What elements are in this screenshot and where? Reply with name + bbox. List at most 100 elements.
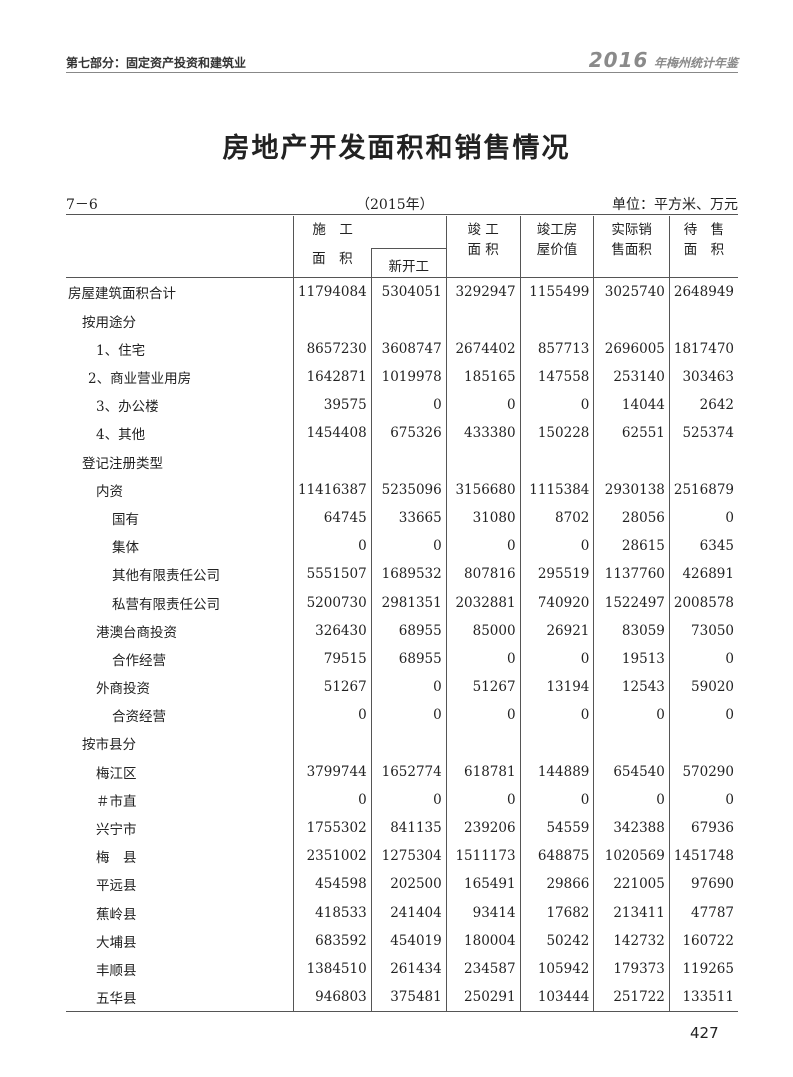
row-label: 按用途分 (82, 314, 136, 331)
table-row: 丰顺县 1384510 261434 234587 105942 179373 119265 (66, 954, 738, 984)
cell-value: 250291 (445, 983, 521, 1013)
cell-value: 0 (519, 701, 594, 730)
cell-value: 841135 (370, 813, 447, 843)
cell-value: 179373 (593, 954, 670, 984)
cell-value: 418533 (292, 898, 372, 927)
cell-value: 5304051 (370, 277, 447, 307)
row-label: 1、住宅 (96, 342, 146, 359)
table-row: 港澳台商投资 326430 68955 85000 26921 83059 73050 (66, 616, 738, 645)
cell-value: 2674402 (445, 334, 521, 363)
cell-value: 0 (668, 785, 738, 814)
cell-value: 6345 (668, 532, 738, 561)
row-label: 国有 (112, 511, 139, 528)
cell-value: 0 (445, 391, 521, 420)
cell-value: 0 (370, 701, 447, 730)
cell-value: 8702 (519, 503, 594, 533)
cell-value: 0 (370, 673, 447, 702)
row-label: 4、其他 (96, 427, 146, 444)
cell-value: 1689532 (370, 560, 447, 589)
cell-value (519, 447, 594, 476)
cell-value: 85000 (445, 616, 521, 645)
cell-value: 0 (519, 532, 594, 561)
cell-value (370, 306, 447, 335)
cell-value: 1652774 (370, 757, 447, 786)
col-header-construction-line2: 面 积 (292, 248, 372, 279)
col-header-completed-value: 竣工房 屋价值 (519, 216, 594, 279)
cell-value (292, 306, 372, 335)
cell-value: 295519 (519, 560, 594, 589)
cell-value: 5200730 (292, 588, 372, 617)
cell-value: 150228 (519, 419, 594, 448)
cell-value: 29866 (519, 870, 594, 899)
table-year: （2015年） (356, 197, 434, 213)
cell-value (668, 729, 738, 758)
table-row: 平远县 454598 202500 165491 29866 221005 97690 (66, 870, 738, 899)
cell-value: 2930138 (593, 475, 670, 504)
cell-value: 79515 (292, 644, 372, 673)
row-label: 合作经营 (112, 652, 166, 669)
cell-value: 303463 (668, 362, 738, 392)
cell-value: 3608747 (370, 334, 447, 363)
cell-value: 654540 (593, 757, 670, 786)
cell-value: 1384510 (292, 954, 372, 984)
cell-value: 675326 (370, 419, 447, 448)
cell-value: 1137760 (593, 560, 670, 589)
cell-value: 1019978 (370, 362, 447, 392)
cell-value: 3292947 (445, 277, 521, 307)
row-label: 兴宁市 (96, 822, 137, 839)
cell-value: 50242 (519, 926, 594, 955)
table-row: 国有 64745 33665 31080 8702 28056 0 (66, 503, 738, 533)
cell-value: 426891 (668, 560, 738, 589)
cell-value (370, 729, 447, 758)
cell-value: 213411 (593, 898, 670, 927)
cell-value: 1020569 (593, 842, 670, 871)
cell-value: 64745 (292, 503, 372, 533)
cell-value: 2032881 (445, 588, 521, 617)
table-row: 集体 0 0 0 0 28615 6345 (66, 532, 738, 561)
cell-value: 807816 (445, 560, 521, 589)
cell-value: 234587 (445, 954, 521, 984)
row-label: 梅江区 (96, 765, 137, 782)
table-row: 3、办公楼 39575 0 0 0 14044 2642 (66, 391, 738, 420)
cell-value: 1522497 (593, 588, 670, 617)
cell-value: 19513 (593, 644, 670, 673)
cell-value: 12543 (593, 673, 670, 702)
cell-value: 683592 (292, 926, 372, 955)
table-row: 按市县分 (66, 729, 738, 758)
cell-value: 54559 (519, 813, 594, 843)
cell-value: 165491 (445, 870, 521, 899)
cell-value (668, 447, 738, 476)
cell-value: 342388 (593, 813, 670, 843)
row-label: 2、商业营业用房 (88, 371, 192, 388)
row-label: 平远县 (96, 878, 137, 895)
cell-value: 525374 (668, 419, 738, 448)
cell-value: 3025740 (593, 277, 670, 307)
table-meta: 7－6 （2015年） 单位：平方米、万元 (66, 194, 738, 215)
cell-value: 618781 (445, 757, 521, 786)
cell-value: 239206 (445, 813, 521, 843)
running-header: 第七部分：固定资产投资和建筑业 2016 年梅州统计年鉴 (66, 48, 738, 73)
cell-value (668, 306, 738, 335)
page-number: 427 (690, 1024, 719, 1042)
cell-value: 160722 (668, 926, 738, 955)
cell-value: 570290 (668, 757, 738, 786)
cell-value: 857713 (519, 334, 594, 363)
cell-value: 2981351 (370, 588, 447, 617)
cell-value: 0 (445, 532, 521, 561)
page-title: 房地产开发面积和销售情况 (222, 133, 571, 164)
row-label: 集体 (112, 540, 139, 557)
table-row: 兴宁市 1755302 841135 239206 54559 342388 67936 (66, 813, 738, 843)
row-label: 登记注册类型 (82, 455, 163, 472)
row-label: 港澳台商投资 (96, 624, 177, 641)
cell-value: 39575 (292, 391, 372, 420)
cell-value: 68955 (370, 616, 447, 645)
cell-value: 1275304 (370, 842, 447, 871)
cell-value: 0 (519, 644, 594, 673)
cell-value: 62551 (593, 419, 670, 448)
cell-value: 0 (519, 391, 594, 420)
cell-value: 1155499 (519, 277, 594, 307)
cell-value: 2648949 (668, 277, 738, 307)
cell-value: 26921 (519, 616, 594, 645)
cell-value: 0 (668, 701, 738, 730)
cell-value: 0 (445, 701, 521, 730)
